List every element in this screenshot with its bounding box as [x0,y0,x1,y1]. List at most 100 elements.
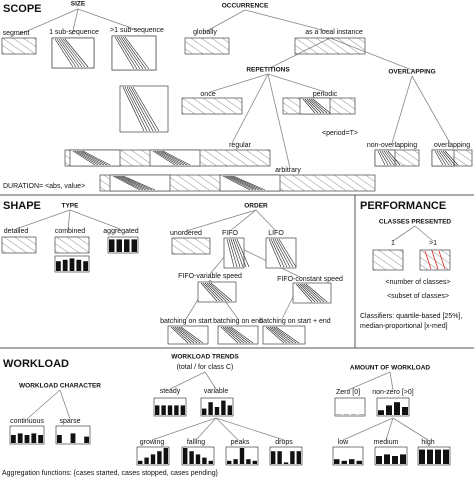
trace [440,150,453,166]
bar [400,454,406,464]
bar [419,449,425,464]
trace-box [197,281,237,303]
bar [283,462,289,464]
connector [215,417,285,441]
connector [209,73,269,93]
trace [387,150,401,166]
trace [130,86,157,132]
bar [83,261,88,271]
label: CLASSES PRESENTED [379,219,452,226]
label: WORKLOAD TRENDS [171,354,239,361]
label: 1 [391,240,395,247]
trace-box [431,149,455,167]
trace [122,86,145,132]
bar-box [107,236,139,254]
bar [69,258,75,271]
connector [215,417,239,441]
bar [70,433,76,443]
bar [38,435,43,443]
connector [77,8,138,31]
connector [69,209,121,230]
label: OCCURRENCE [222,3,269,10]
bar [31,433,37,443]
class-trace [424,250,432,270]
label: regular [229,142,251,149]
bar [239,448,245,464]
trace [274,238,291,268]
label: aggregated [103,228,139,235]
hatched-box [181,97,243,115]
label: non-overlapping [367,142,417,149]
bar [202,408,207,415]
connector [169,371,206,390]
label: 1 sub-sequence [49,29,99,36]
trace [80,150,108,166]
trace [312,98,331,114]
trace [265,326,285,344]
trace [124,36,150,70]
bar [138,460,143,464]
trace [206,282,227,302]
trace [162,150,191,166]
label: LIFO [268,230,284,237]
connector [15,209,71,230]
trace [303,283,325,303]
trace [301,283,322,303]
connector [244,9,331,33]
connector [414,225,434,242]
trace [269,326,291,344]
trace [267,326,288,344]
trace [226,326,248,344]
label: >1 [429,240,437,247]
trace [276,238,294,268]
hatched-box [1,236,37,254]
trace [54,38,74,68]
trace [226,238,235,268]
label: peaks [231,439,250,446]
bar [349,459,355,464]
trace [385,150,398,166]
connector [411,75,451,144]
connector [231,73,269,144]
bar [334,459,340,464]
connector [204,9,246,33]
trace [160,150,188,166]
bar [150,454,156,464]
label: PERFORMANCE [360,200,446,212]
connector [392,225,416,242]
connector [342,417,394,441]
trace [74,150,99,166]
trace [224,175,254,191]
trace [297,283,316,303]
trace [377,150,386,166]
bar [376,456,382,464]
bar [157,451,162,464]
bar [384,454,390,464]
trace [273,326,297,344]
bar [227,405,232,415]
connector [71,8,79,36]
label: WORKLOAD [3,358,69,370]
trace [202,282,221,302]
trace [178,326,201,344]
trace [236,238,250,268]
trace [112,175,141,191]
bar [163,448,168,464]
connector [267,73,291,169]
label: once [200,91,215,98]
trace [272,238,288,268]
bar [180,405,185,415]
class-trace [431,250,439,270]
bar [208,460,213,464]
trace [128,86,154,132]
bar [402,407,408,415]
label: as a local instance [305,29,363,36]
bar [56,261,61,271]
label: FIFO-constant speed [277,276,343,283]
connector [267,73,326,93]
trace-box [292,282,332,304]
bar [392,456,398,464]
trace [271,326,294,344]
